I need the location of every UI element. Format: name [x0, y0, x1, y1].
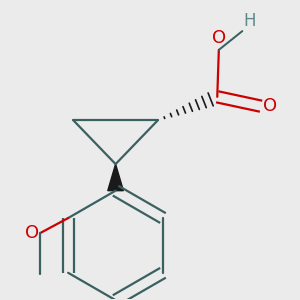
Text: O: O	[262, 97, 277, 115]
Text: H: H	[244, 11, 256, 29]
Text: O: O	[212, 29, 226, 47]
Text: O: O	[25, 224, 39, 242]
Polygon shape	[108, 164, 123, 191]
